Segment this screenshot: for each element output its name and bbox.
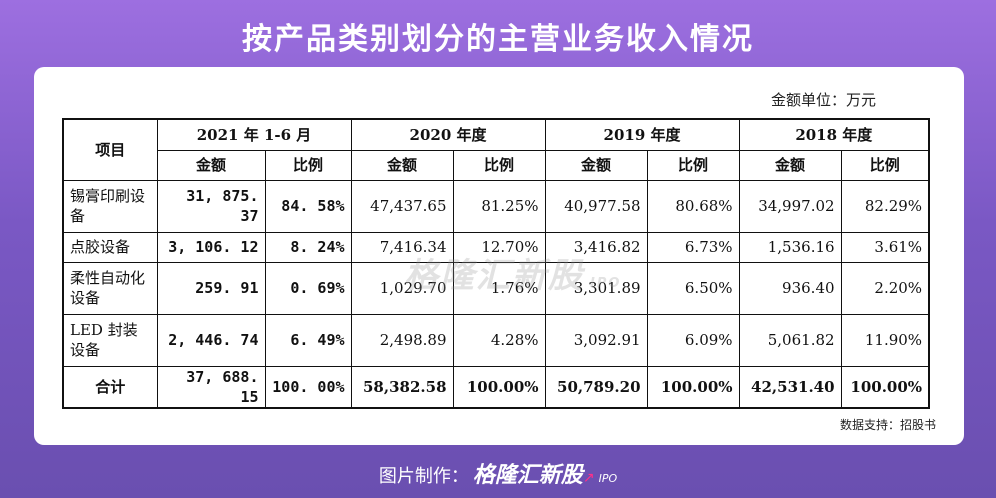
row-name: 锡膏印刷设备 (62, 179, 158, 233)
table-card: 金额单位：万元 项目 2021 年 1-6 月 2020 年度 2019 年度 … (34, 67, 964, 445)
cell-amount: 58,382.58 (350, 365, 454, 408)
cell-amount: 42,531.40 (738, 365, 842, 408)
table-row: 点胶设备 3, 106. 12 8. 24% 7,416.34 12.70% 3… (62, 231, 930, 263)
header-amount: 金额 (350, 149, 454, 181)
header-ratio: 比例 (452, 149, 546, 181)
table-row: 锡膏印刷设备 31, 875. 37 84. 58% 47,437.65 81.… (62, 179, 930, 233)
cell-amount: 3,416.82 (544, 231, 648, 263)
header-period-2018: 2018 年度 (738, 118, 930, 151)
cell-amount: 3,301.89 (544, 261, 648, 315)
cell-ratio: 6.09% (646, 313, 740, 367)
cell-amount: 259. 91 (156, 261, 266, 315)
header-ratio: 比例 (264, 149, 352, 181)
footer-prefix: 图片制作： (378, 466, 469, 487)
total-row: 合计 37, 688. 15 100. 00% 58,382.58 100.00… (62, 365, 930, 408)
header-ratio: 比例 (646, 149, 740, 181)
cell-ratio: 81.25% (452, 179, 546, 233)
cell-amount: 37, 688. 15 (156, 365, 266, 408)
cell-ratio: 6.50% (646, 261, 740, 315)
cell-amount: 2, 446. 74 (156, 313, 266, 367)
revenue-table: 项目 2021 年 1-6 月 2020 年度 2019 年度 2018 年度 … (62, 118, 931, 409)
cell-ratio: 12.70% (452, 231, 546, 263)
header-amount: 金额 (544, 149, 648, 181)
header-amount: 金额 (156, 149, 266, 181)
cell-amount: 7,416.34 (350, 231, 454, 263)
cell-amount: 3, 106. 12 (156, 231, 266, 263)
total-label: 合计 (62, 365, 158, 408)
footer-brand: 格隆汇新股 (472, 463, 583, 488)
cell-amount: 47,437.65 (350, 179, 454, 233)
header-period-2019: 2019 年度 (544, 118, 740, 151)
cell-ratio: 6. 49% (264, 313, 352, 367)
header-period-2020: 2020 年度 (350, 118, 546, 151)
cell-amount: 5,061.82 (738, 313, 842, 367)
cell-amount: 1,536.16 (738, 231, 842, 263)
cell-ratio: 82.29% (840, 179, 930, 233)
row-name: LED 封装设备 (62, 313, 158, 367)
header-period-2021h1: 2021 年 1-6 月 (156, 118, 352, 151)
header-ratio: 比例 (840, 149, 930, 181)
cell-amount: 1,029.70 (350, 261, 454, 315)
footer-credit: 图片制作： 格隆汇新股↗ IPO (0, 457, 996, 489)
cell-ratio: 0. 69% (264, 261, 352, 315)
unit-label: 金额单位：万元 (770, 91, 876, 109)
cell-ratio: 100.00% (646, 365, 740, 408)
cell-amount: 936.40 (738, 261, 842, 315)
cell-amount: 2,498.89 (350, 313, 454, 367)
cell-ratio: 4.28% (452, 313, 546, 367)
cell-ratio: 1.76% (452, 261, 546, 315)
cell-ratio: 3.61% (840, 231, 930, 263)
cell-amount: 34,997.02 (738, 179, 842, 233)
cell-ratio: 100. 00% (264, 365, 352, 408)
cell-ratio: 100.00% (840, 365, 930, 408)
cell-ratio: 84. 58% (264, 179, 352, 233)
cell-amount: 31, 875. 37 (156, 179, 266, 233)
cell-ratio: 8. 24% (264, 231, 352, 263)
header-amount: 金额 (738, 149, 842, 181)
table-row: 柔性自动化设备 259. 91 0. 69% 1,029.70 1.76% 3,… (62, 261, 930, 315)
header-item: 项目 (62, 118, 158, 181)
row-name: 柔性自动化设备 (62, 261, 158, 315)
source-note: 数据支持：招股书 (839, 418, 936, 432)
cell-amount: 3,092.91 (544, 313, 648, 367)
cell-amount: 40,977.58 (544, 179, 648, 233)
table-row: LED 封装设备 2, 446. 74 6. 49% 2,498.89 4.28… (62, 313, 930, 367)
cell-ratio: 80.68% (646, 179, 740, 233)
cell-ratio: 2.20% (840, 261, 930, 315)
cell-ratio: 100.00% (452, 365, 546, 408)
page-title: 按产品类别划分的主营业务收入情况 (242, 22, 754, 57)
cell-ratio: 11.90% (840, 313, 930, 367)
cell-amount: 50,789.20 (544, 365, 648, 408)
cell-ratio: 6.73% (646, 231, 740, 263)
arrow-up-icon: ↗ (582, 470, 595, 486)
row-name: 点胶设备 (62, 231, 158, 263)
footer-ipo: IPO (598, 472, 618, 485)
